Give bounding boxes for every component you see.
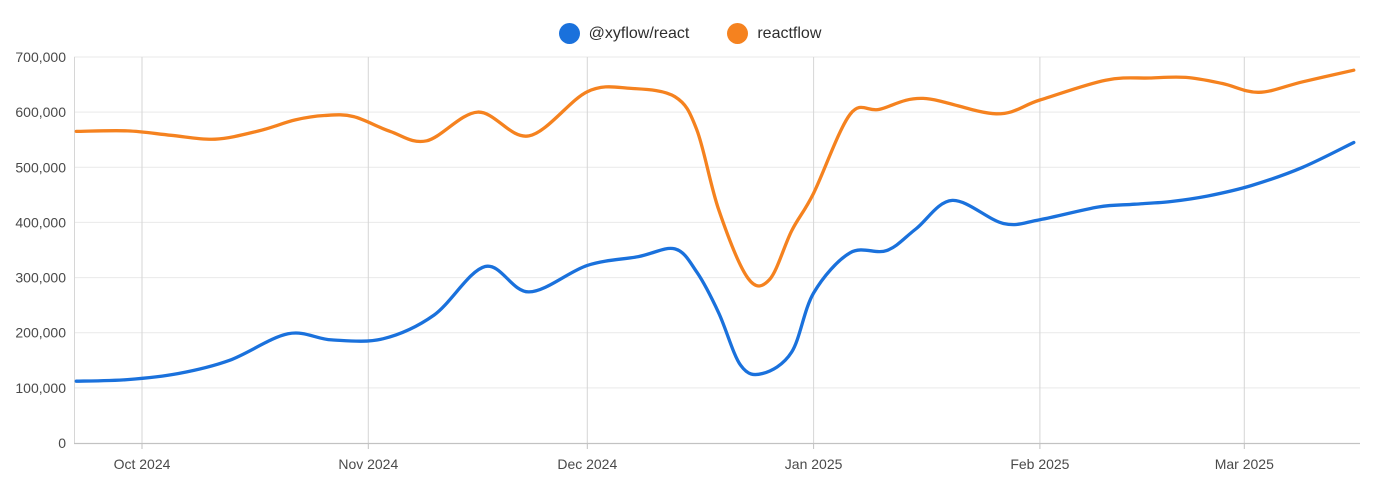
y-tick-label: 400,000 <box>15 214 66 230</box>
x-tick-label: Nov 2024 <box>338 456 398 472</box>
y-tick-label: 100,000 <box>15 380 66 396</box>
gridlines <box>74 56 1360 443</box>
y-tick-label: 500,000 <box>15 159 66 175</box>
y-tick-label: 300,000 <box>15 270 66 286</box>
axes <box>74 442 1360 449</box>
x-tick-label: Oct 2024 <box>114 456 171 472</box>
y-tick-label: 700,000 <box>15 49 66 65</box>
x-tick-label: Jan 2025 <box>785 456 843 472</box>
axis-labels: 0 100,000 200,000 300,000 400,000 500,000 600,… <box>15 49 1274 472</box>
legend-item-reactflow[interactable]: reactflow <box>727 23 821 44</box>
legend-swatch-reactflow-icon <box>727 23 749 44</box>
series-lines <box>74 68 1356 383</box>
x-tick-label: Mar 2025 <box>1215 456 1274 472</box>
chart-legend: @xyflow/react reactflow <box>0 23 1380 44</box>
y-tick-label: 600,000 <box>15 104 66 120</box>
legend-swatch-xyflow-react-icon <box>558 23 580 44</box>
legend-item-xyflow-react[interactable]: @xyflow/react <box>558 23 690 44</box>
x-tick-label: Feb 2025 <box>1010 456 1069 472</box>
legend-label-reactflow: reactflow <box>757 25 822 42</box>
legend-label-xyflow-react: @xyflow/react <box>588 25 690 42</box>
y-tick-label: 0 <box>58 435 66 451</box>
series-line-reactflow[interactable] <box>74 68 1356 288</box>
y-tick-label: 200,000 <box>15 325 66 341</box>
x-tick-label: Dec 2024 <box>557 456 617 472</box>
series-line-xyflow-react[interactable] <box>74 140 1356 383</box>
